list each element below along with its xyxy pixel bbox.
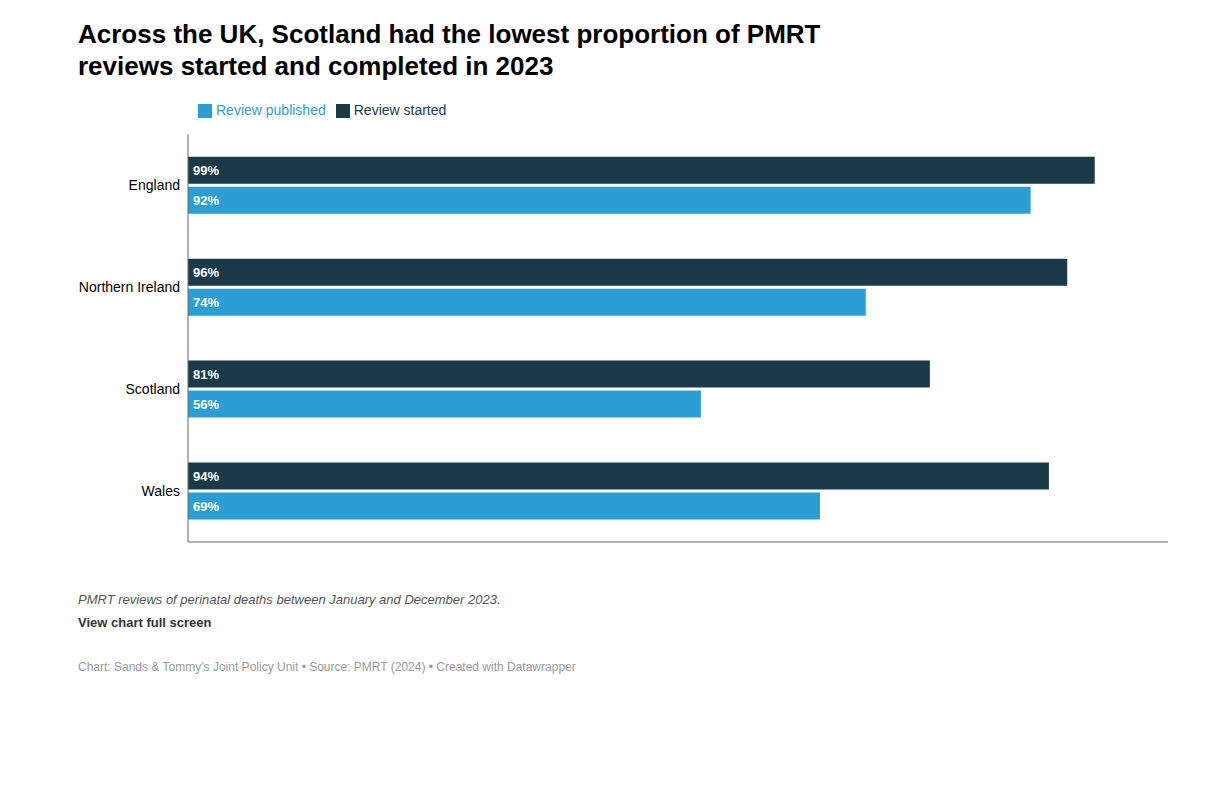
- svg-text:94%: 94%: [193, 469, 219, 484]
- svg-text:69%: 69%: [193, 499, 219, 514]
- html-text:Across the UK, Scotland had th: Across the UK, Scotland had the lowest p…: [78, 19, 821, 49]
- svg-text:81%: 81%: [193, 367, 219, 382]
- html-text:Review published: Review published: [216, 102, 326, 118]
- html-text:reviews started and completed: reviews started and completed in 2023: [78, 51, 554, 81]
- svg-text:96%: 96%: [193, 265, 219, 280]
- svg-text:England: England: [129, 177, 180, 193]
- svg-text:Scotland: Scotland: [126, 381, 180, 397]
- svg-text:74%: 74%: [193, 295, 219, 310]
- html-text:View chart full screen: View chart full screen: [78, 615, 212, 630]
- html-text:Chart: Sands & Tommy’s Joint P: Chart: Sands & Tommy’s Joint Policy Unit…: [78, 660, 576, 674]
- svg-text:99%: 99%: [193, 163, 219, 178]
- svg-text:56%: 56%: [193, 397, 219, 412]
- html-text:PMRT reviews of perinatal deat: PMRT reviews of perinatal deaths between…: [78, 592, 501, 607]
- svg-text:92%: 92%: [193, 193, 219, 208]
- svg-text:Northern Ireland: Northern Ireland: [79, 279, 180, 295]
- svg-text:Wales: Wales: [142, 483, 180, 499]
- html-text:Review started: Review started: [353, 102, 447, 118]
